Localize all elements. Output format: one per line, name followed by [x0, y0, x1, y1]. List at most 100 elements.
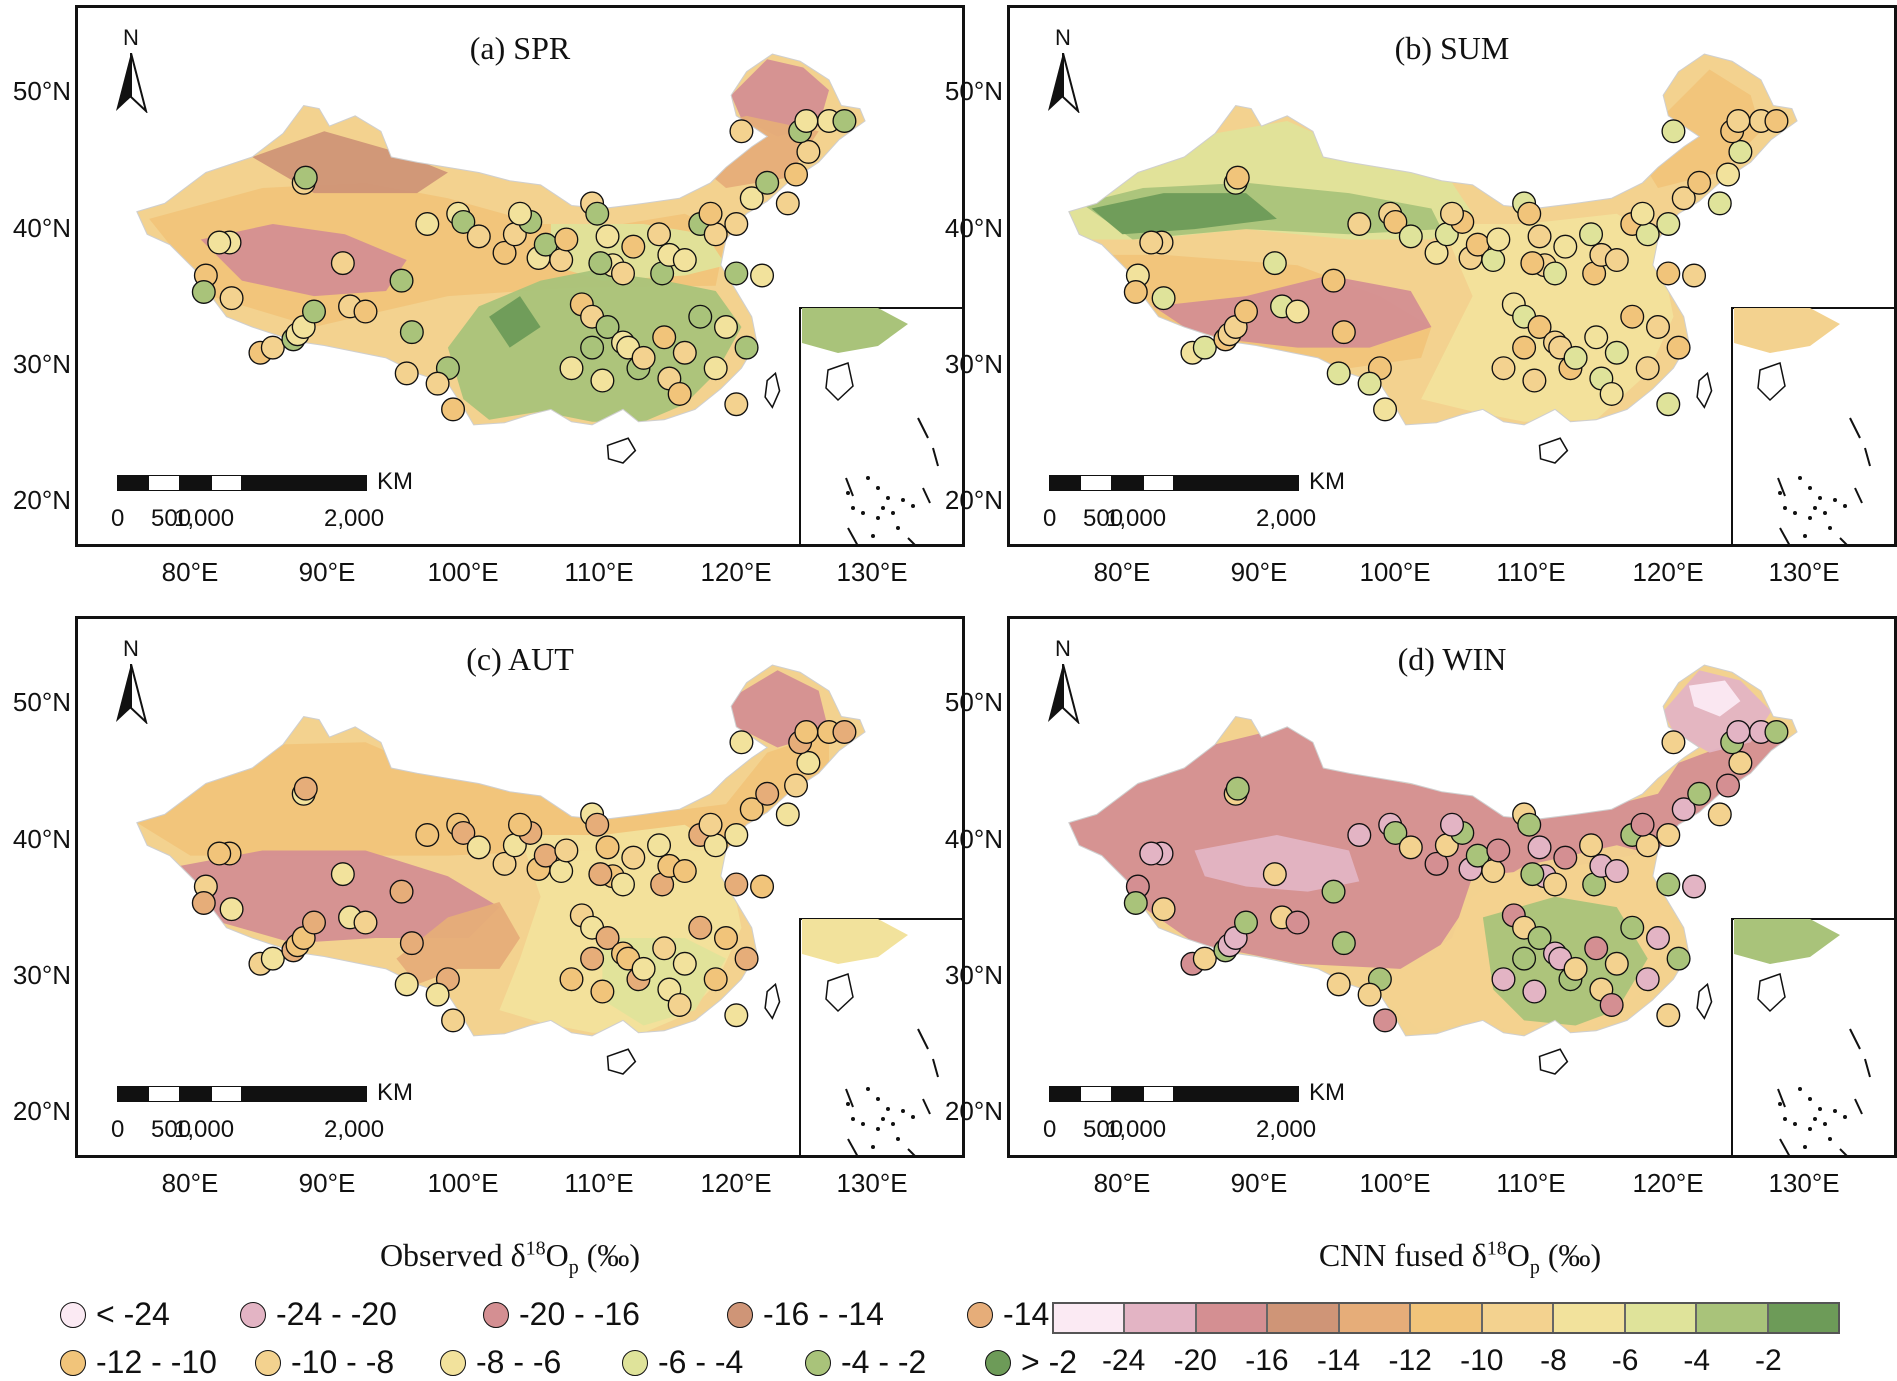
lon-tick-label: 130°E [1768, 1168, 1840, 1198]
lon-tick-label: 120°E [1632, 1168, 1704, 1198]
station-marker [698, 201, 723, 226]
north-label: N [1055, 25, 1071, 50]
observed-legend-item: -12 - -10 [60, 1344, 217, 1381]
map-panel-spr: (a) SPR [75, 5, 965, 547]
station-marker [1635, 222, 1660, 247]
station-marker [1517, 812, 1542, 837]
station-marker [621, 845, 646, 870]
taiwan-island [764, 982, 781, 1020]
station-marker [1726, 720, 1751, 744]
station-marker [1646, 926, 1670, 950]
isotope-zone [200, 224, 407, 297]
station-marker [1764, 720, 1789, 744]
lon-tick-label: 90°E [298, 1168, 356, 1198]
station-marker [1234, 299, 1258, 324]
station-marker [595, 835, 620, 860]
colorbar-tick-label: -6 [1611, 1344, 1639, 1377]
station-marker [1620, 915, 1645, 940]
observed-legend-label: > -2 [1021, 1344, 1078, 1380]
colorbar-tick-label: -10 [1460, 1344, 1504, 1377]
fused-colorbar [1052, 1302, 1840, 1334]
north-arrow: N [1043, 636, 1083, 724]
station-marker [1357, 371, 1382, 396]
station-marker [1326, 972, 1351, 997]
scale-label: 1,000 [174, 505, 235, 532]
station-marker [441, 1008, 466, 1033]
station-marker [508, 201, 532, 226]
station-marker [729, 119, 754, 144]
observed-legend-item: -10 - -8 [255, 1344, 394, 1381]
station-marker [1666, 335, 1691, 360]
station-marker [1139, 230, 1164, 255]
map-spr [136, 53, 962, 544]
observed-legend-label: -16 - -14 [763, 1296, 884, 1332]
panel-title: (a) SPR [469, 30, 571, 66]
colorbar-tick-label: -24 [1101, 1344, 1146, 1377]
observed-legend-label: -10 - -8 [291, 1344, 395, 1380]
station-marker [739, 797, 764, 822]
lon-tick-label: 80°E [161, 1168, 219, 1198]
station-marker [1656, 212, 1681, 236]
taiwan-island [1696, 982, 1713, 1020]
station-marker [1728, 750, 1753, 775]
isotope-zone [136, 731, 829, 856]
station-marker [1656, 1003, 1681, 1028]
station-marker [672, 340, 697, 365]
station-marker [508, 812, 532, 837]
lon-tick-label: 100°E [1359, 557, 1431, 587]
station-marker [415, 212, 440, 236]
station-marker [1656, 261, 1681, 286]
station-marker [667, 381, 692, 406]
station-marker [590, 979, 615, 1004]
station-marker [724, 212, 749, 236]
station-marker [1728, 139, 1753, 164]
colorbar-segment [1482, 1304, 1555, 1332]
station-marker [724, 392, 749, 417]
station-marker [750, 874, 775, 899]
station-marker [595, 224, 620, 249]
observed-legend-swatch [985, 1349, 1011, 1376]
lon-tick-label: 100°E [427, 1168, 499, 1198]
station-marker [1682, 874, 1707, 899]
lat-tick-label: 50°N [12, 76, 71, 106]
station-marker [652, 936, 677, 961]
scale-unit: KM [1309, 468, 1345, 495]
station-marker [703, 833, 728, 858]
lon-tick-label: 120°E [700, 557, 772, 587]
lat-tick-label: 20°N [12, 485, 71, 515]
station-marker [729, 730, 754, 755]
lat-tick-label: 30°N [944, 960, 1003, 990]
station-marker [1383, 209, 1408, 234]
scale-label: 500 [1083, 505, 1124, 532]
station-marker [293, 776, 318, 801]
station-marker [1285, 910, 1310, 935]
colorbar-segment [1411, 1304, 1483, 1332]
station-marker [554, 838, 579, 863]
observed-legend-swatch [805, 1349, 831, 1376]
station-marker [492, 240, 517, 265]
observed-legend-item: -20 - -16 [483, 1296, 640, 1333]
station-marker [784, 162, 809, 187]
lat-tick-label: 50°N [944, 76, 1003, 106]
colorbar-segment [1054, 1304, 1126, 1332]
station-marker [688, 915, 713, 940]
station-marker [595, 926, 620, 950]
station-marker [1151, 897, 1176, 922]
station-marker [611, 872, 635, 897]
lon-tick-label: 80°E [161, 557, 219, 587]
station-marker [207, 841, 232, 866]
isotope-zone [1688, 680, 1741, 717]
station-marker [1373, 397, 1398, 422]
lat-tick-label: 20°N [944, 485, 1003, 515]
isotope-zone [180, 850, 500, 944]
panel-title: (b) SUM [1394, 30, 1510, 66]
station-marker [1716, 162, 1741, 187]
lon-tick-label: 130°E [836, 1168, 908, 1198]
station-marker [1321, 879, 1346, 904]
station-marker [734, 335, 759, 360]
station-marker [1527, 224, 1552, 249]
station-marker [1599, 381, 1624, 406]
map-aut [136, 664, 962, 1155]
station-marker [595, 315, 620, 339]
lat-tick-label: 40°N [12, 824, 71, 854]
